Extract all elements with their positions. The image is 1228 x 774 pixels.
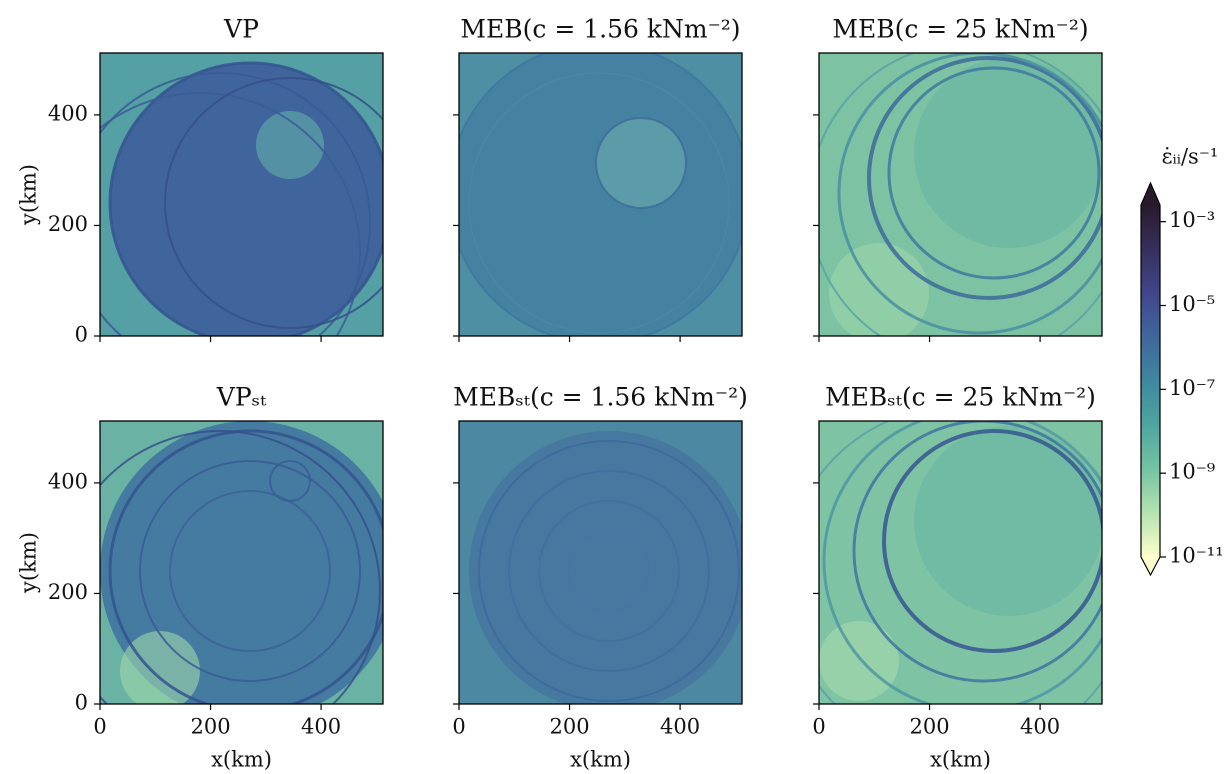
panel-title: MEBₛₜ(c = 25 kNm⁻²) [825, 383, 1096, 412]
heatmap-feature [169, 490, 331, 652]
plot-frame [818, 420, 1103, 705]
panel-title: VP [223, 15, 259, 44]
heatmap-region [596, 118, 686, 208]
heatmap-feature [100, 72, 371, 336]
heatmap-feature [108, 429, 383, 704]
x-tick-label: 400 [660, 715, 700, 739]
y-axis-label: y(km) [17, 164, 41, 226]
x-tick-label: 400 [301, 715, 341, 739]
heatmap-feature [100, 92, 361, 336]
heatmap-feature [164, 77, 383, 329]
heatmap-region [256, 111, 324, 179]
heatmap-feature [595, 117, 687, 209]
colorbar-tick-label: 10⁻⁷ [1169, 376, 1215, 400]
y-axis-label: y(km) [17, 532, 41, 594]
x-tick-label: 400 [1020, 715, 1060, 739]
x-axis-label: x(km) [570, 748, 631, 772]
colorbar [1141, 205, 1160, 557]
colorbar-tick-label: 10⁻¹¹ [1169, 544, 1224, 568]
heatmap [100, 53, 383, 336]
heatmap [459, 53, 742, 336]
heatmap [100, 421, 383, 704]
y-tick-label: 200 [48, 212, 88, 236]
heatmap-region [914, 58, 1102, 248]
heatmap-region [120, 631, 200, 704]
x-tick-label: 200 [910, 715, 950, 739]
heatmap-feature [837, 53, 1102, 335]
y-tick-label: 400 [48, 469, 88, 493]
heatmap-region [459, 53, 742, 336]
heatmap-feature [100, 430, 381, 704]
x-tick-label: 0 [93, 715, 106, 739]
heatmap-feature [478, 440, 740, 702]
heatmap-feature [852, 421, 1102, 683]
colorbar-tick-label: 10⁻⁵ [1169, 292, 1215, 316]
heatmap [459, 421, 742, 704]
y-tick-label: 0 [75, 691, 88, 715]
plot-frame [458, 52, 743, 337]
y-tick-label: 0 [75, 323, 88, 347]
panel-title: MEBₛₜ(c = 1.56 kNm⁻²) [453, 383, 748, 412]
panel-title: MEB(c = 25 kNm⁻²) [832, 15, 1088, 44]
panel-title: VPₛₜ [216, 383, 267, 412]
y-tick-label: 400 [48, 101, 88, 125]
plot-frame [99, 420, 384, 705]
x-tick-label: 0 [452, 715, 465, 739]
colorbar-tick-label: 10⁻⁹ [1169, 460, 1215, 484]
heatmap-feature [887, 66, 1101, 280]
x-tick-label: 200 [191, 715, 231, 739]
plot-frame [818, 52, 1103, 337]
x-axis-label: x(km) [211, 748, 272, 772]
heatmap-feature [568, 530, 650, 612]
colorbar-extend-top [1141, 183, 1160, 205]
heatmap-feature [269, 460, 311, 502]
panel-title: MEB(c = 1.56 kNm⁻²) [460, 15, 740, 44]
heatmap-feature [139, 460, 361, 682]
plot-frame [458, 420, 743, 705]
heatmap-feature [822, 421, 1102, 704]
heatmap [819, 53, 1102, 336]
plot-frame [99, 52, 384, 337]
heatmap-feature [538, 500, 680, 642]
heatmap [819, 421, 1102, 704]
heatmap-feature [108, 61, 383, 336]
heatmap-region [469, 431, 742, 704]
y-tick-label: 200 [48, 580, 88, 604]
heatmap-feature [867, 56, 1102, 300]
heatmap-region [914, 426, 1102, 616]
colorbar-extend-bottom [1141, 557, 1160, 575]
heatmap-region [819, 621, 899, 701]
colorbar-label: ε̇ᵢᵢ/s⁻¹ [1162, 145, 1219, 169]
x-tick-label: 0 [812, 715, 825, 739]
heatmap-feature [882, 429, 1102, 653]
x-axis-label: x(km) [930, 748, 991, 772]
heatmap-feature [468, 72, 730, 334]
x-tick-label: 200 [550, 715, 590, 739]
colorbar-tick-label: 10⁻³ [1169, 208, 1215, 232]
heatmap-feature [508, 470, 710, 672]
